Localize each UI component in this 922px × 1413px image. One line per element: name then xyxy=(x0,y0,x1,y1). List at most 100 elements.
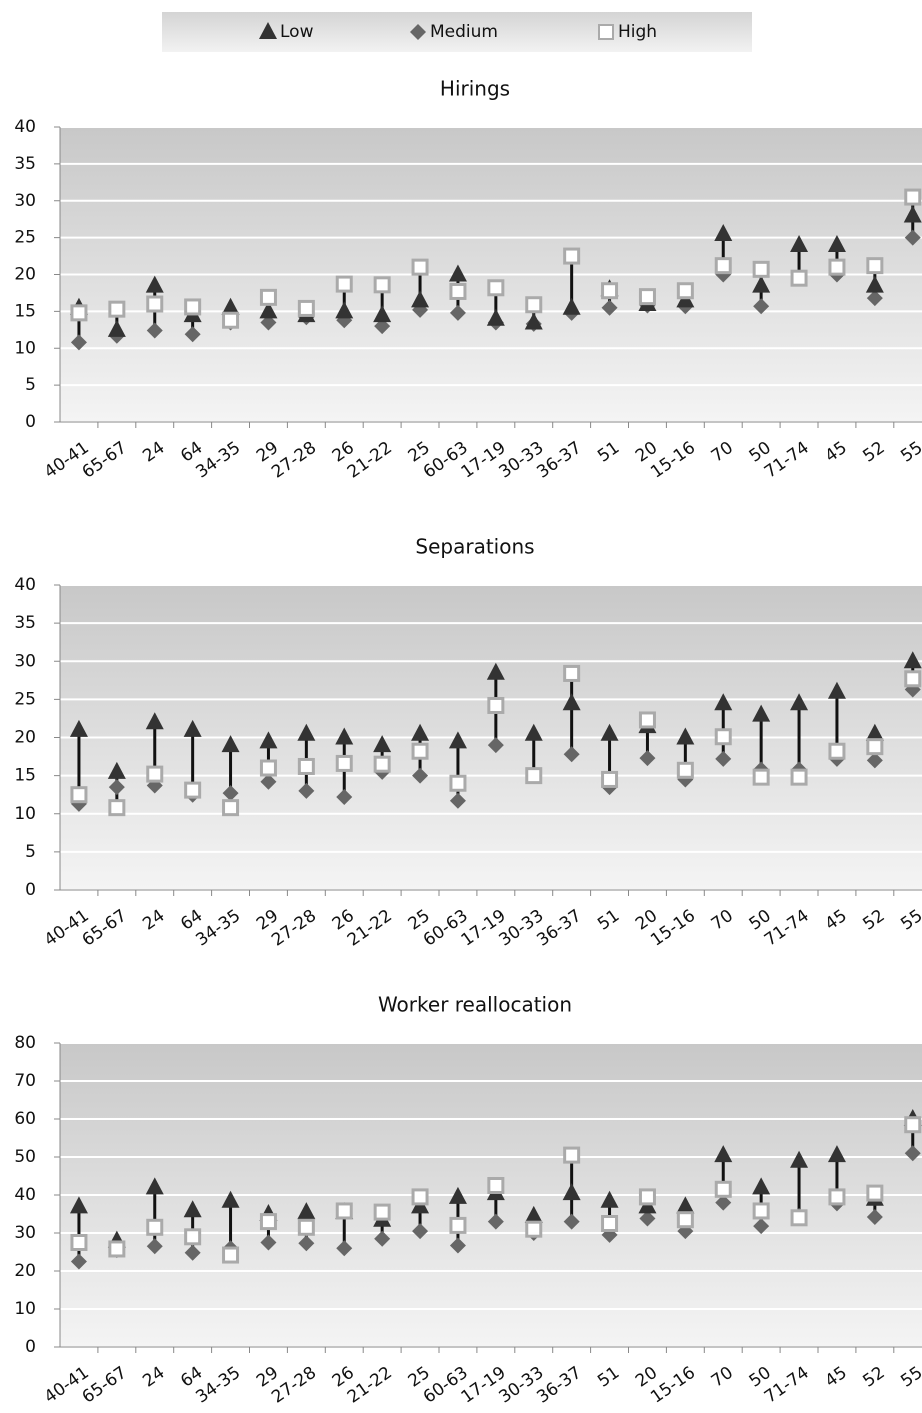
marker-square xyxy=(714,728,732,746)
marker-diamond xyxy=(904,1145,921,1162)
marker-triangle xyxy=(183,1200,202,1218)
marker-square xyxy=(373,1203,391,1221)
y-tick-label: 5 xyxy=(25,375,36,395)
marker-diamond xyxy=(260,773,277,790)
marker-square xyxy=(411,742,429,760)
marker-triangle xyxy=(69,1196,88,1214)
marker-triangle xyxy=(145,712,164,730)
x-tick-label: 52 xyxy=(859,906,888,935)
marker-diamond xyxy=(336,1240,353,1257)
x-tick-label: 71-74 xyxy=(761,906,813,951)
marker-square xyxy=(146,1218,164,1236)
marker-square xyxy=(828,1188,846,1206)
marker-square xyxy=(487,279,505,297)
y-tick-label: 35 xyxy=(14,154,36,174)
marker-triangle xyxy=(448,264,467,282)
marker-diamond xyxy=(753,1218,770,1235)
marker-diamond xyxy=(298,1235,315,1252)
marker-square xyxy=(790,1209,808,1227)
y-tick-label: 0 xyxy=(25,412,36,432)
marker-triangle xyxy=(373,735,392,753)
x-tick-label: 15-16 xyxy=(647,906,699,951)
marker-triangle xyxy=(524,312,543,330)
legend-box xyxy=(162,12,752,52)
marker-square xyxy=(222,311,240,329)
y-tick-label: 0 xyxy=(25,880,36,900)
marker-square xyxy=(259,1213,277,1231)
marker-triangle xyxy=(486,308,505,326)
marker-triangle xyxy=(827,235,846,252)
marker-triangle xyxy=(297,1202,316,1220)
marker-square xyxy=(866,738,884,756)
x-tick-label: 45 xyxy=(821,438,850,467)
x-tick-label: 70 xyxy=(708,1363,737,1392)
marker-triangle xyxy=(865,723,884,741)
y-tick-label: 70 xyxy=(14,1071,36,1091)
y-tick-label: 0 xyxy=(25,1337,36,1357)
x-tick-label: 27-28 xyxy=(268,1363,320,1408)
y-tick-label: 80 xyxy=(14,1033,36,1053)
x-tick-label: 70 xyxy=(708,438,737,467)
y-tick-label: 40 xyxy=(14,117,36,137)
marker-square xyxy=(904,1116,922,1134)
y-tick-label: 50 xyxy=(14,1147,36,1167)
marker-square xyxy=(487,1177,505,1194)
marker-square xyxy=(487,696,505,714)
y-tick-label: 30 xyxy=(14,651,36,671)
marker-triangle xyxy=(107,319,126,337)
marker-square xyxy=(184,781,202,799)
marker-triangle xyxy=(600,723,619,741)
x-tick-label: 27-28 xyxy=(268,906,320,951)
marker-diamond xyxy=(449,1237,466,1254)
x-tick-label: 71-74 xyxy=(761,1363,813,1408)
chart-title: Hirings xyxy=(440,77,510,101)
marker-triangle xyxy=(827,681,846,699)
marker-square xyxy=(525,1220,543,1238)
marker-square xyxy=(714,1180,732,1198)
marker-square xyxy=(146,765,164,783)
marker-triangle xyxy=(524,1205,543,1223)
x-tick-label: 21-22 xyxy=(344,906,396,951)
x-tick-label: 55 xyxy=(897,438,922,467)
marker-diamond xyxy=(866,290,883,307)
marker-triangle xyxy=(448,1186,467,1204)
marker-square xyxy=(866,1184,884,1202)
marker-square xyxy=(297,757,315,775)
marker-triangle xyxy=(562,1183,581,1201)
y-tick-label: 15 xyxy=(14,766,36,786)
y-tick-label: 20 xyxy=(14,265,36,285)
y-tick-label: 30 xyxy=(14,191,36,211)
marker-diamond xyxy=(715,750,732,767)
marker-square xyxy=(828,742,846,760)
marker-square xyxy=(108,1240,126,1258)
marker-square xyxy=(411,1188,429,1206)
marker-triangle xyxy=(221,735,240,753)
marker-square xyxy=(563,1146,581,1164)
marker-triangle xyxy=(865,275,884,293)
marker-square xyxy=(108,799,126,817)
marker-triangle xyxy=(714,223,733,241)
y-tick-label: 15 xyxy=(14,301,36,321)
marker-triangle xyxy=(600,1190,619,1208)
legend-marker xyxy=(410,24,426,40)
marker-square xyxy=(638,1188,656,1206)
x-tick-label: 52 xyxy=(859,1363,888,1392)
marker-diamond xyxy=(487,1213,504,1230)
marker-triangle xyxy=(448,731,467,749)
x-tick-label: 65-67 xyxy=(79,438,131,483)
marker-square xyxy=(752,260,770,278)
marker-square xyxy=(108,300,126,318)
marker-diamond xyxy=(715,1194,732,1211)
marker-triangle xyxy=(411,723,430,741)
x-tick-label: 24 xyxy=(139,906,168,935)
marker-triangle xyxy=(903,205,922,223)
marker-triangle xyxy=(183,719,202,737)
y-tick-label: 25 xyxy=(14,689,36,709)
marker-diamond xyxy=(866,1209,883,1226)
marker-triangle xyxy=(259,301,278,319)
marker-diamond xyxy=(487,737,504,754)
y-tick-label: 20 xyxy=(14,728,36,748)
x-tick-label: 27-28 xyxy=(268,438,320,483)
legend-marker xyxy=(259,22,277,39)
